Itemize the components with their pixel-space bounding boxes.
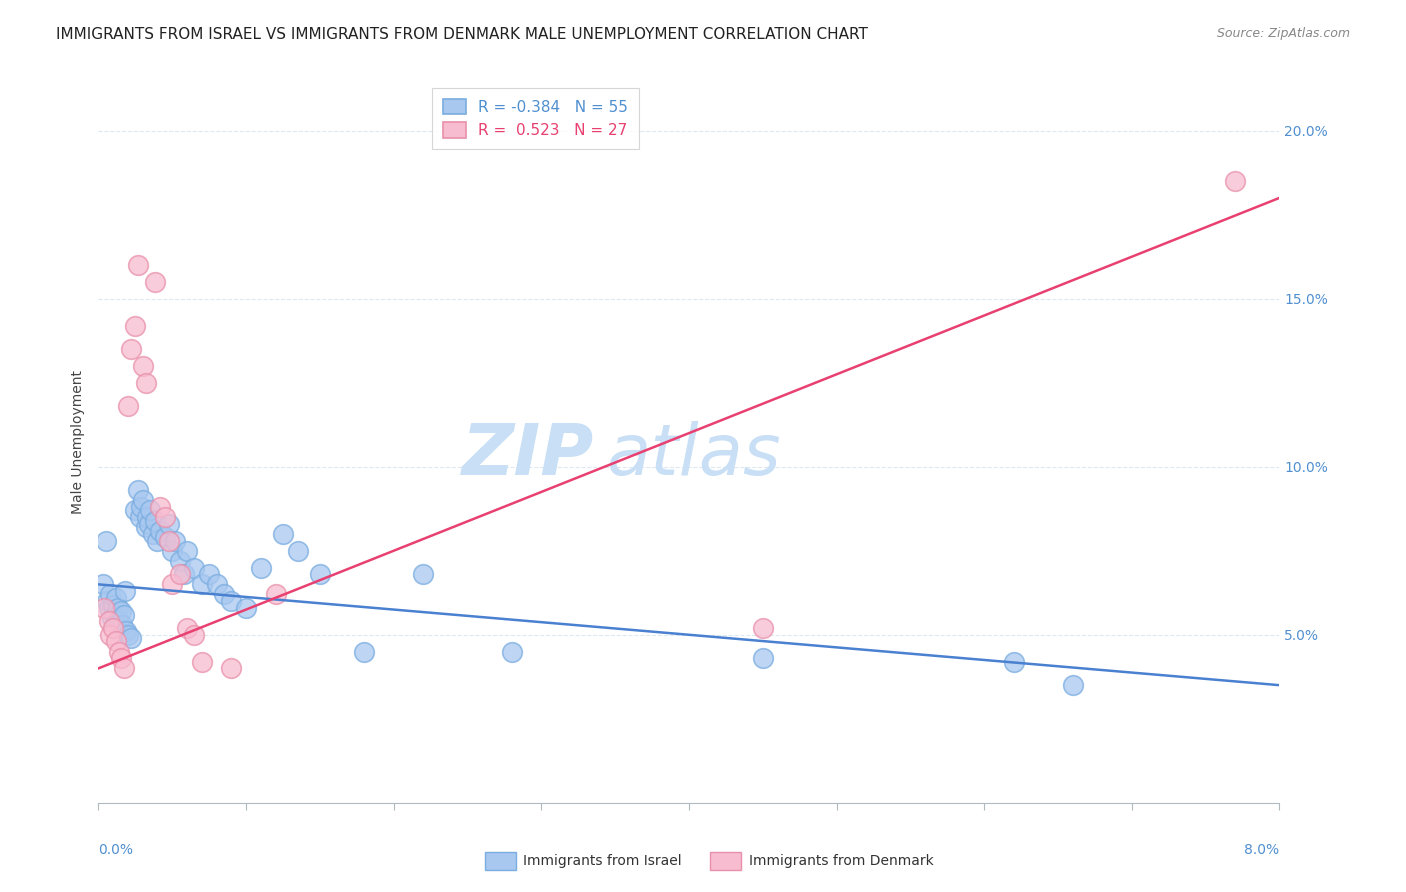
Point [94,533,117,548]
Point [752,621,775,635]
Point [191,577,214,591]
Point [183,628,205,642]
Text: IMMIGRANTS FROM ISRAEL VS IMMIGRANTS FROM DENMARK MALE UNEMPLOYMENT CORRELATION : IMMIGRANTS FROM ISRAEL VS IMMIGRANTS FRO… [56,27,868,42]
Point [221,594,243,608]
Point [501,644,523,658]
Point [212,587,235,601]
Point [107,600,129,615]
Point [110,651,132,665]
Point [117,399,139,413]
Legend: R = -0.384   N = 55, R =  0.523   N = 27: R = -0.384 N = 55, R = 0.523 N = 27 [432,88,638,149]
Point [191,655,214,669]
Point [162,543,183,558]
Point [143,275,166,289]
Point [1002,655,1025,669]
Point [176,543,198,558]
Point [98,587,121,601]
Point [112,661,135,675]
Point [146,533,169,548]
Point [98,628,121,642]
Text: ZIP: ZIP [463,422,595,491]
Point [115,624,138,639]
Point [142,527,165,541]
Text: Immigrants from Denmark: Immigrants from Denmark [749,854,934,868]
Point [103,621,125,635]
Point [97,600,120,615]
Point [752,651,775,665]
Point [309,567,332,582]
Point [120,631,142,645]
Point [124,318,146,333]
Point [127,258,149,272]
Point [135,376,157,390]
Point [100,611,122,625]
Point [127,483,149,498]
Text: 8.0%: 8.0% [1244,843,1279,856]
Point [104,607,127,622]
Point [120,342,142,356]
Point [96,594,118,608]
Point [235,600,257,615]
Point [108,644,131,658]
Y-axis label: Male Unemployment: Male Unemployment [70,369,84,514]
Point [173,567,195,582]
Point [157,533,180,548]
Point [111,617,134,632]
Point [132,493,155,508]
Point [149,500,172,514]
Point [264,587,287,601]
Point [153,510,176,524]
Point [117,628,139,642]
Point [129,500,152,514]
Point [105,634,128,648]
Text: Source: ZipAtlas.com: Source: ZipAtlas.com [1216,27,1350,40]
Point [221,661,243,675]
Point [114,584,136,599]
Point [287,543,309,558]
Point [132,359,155,373]
Point [153,530,176,544]
Point [93,600,115,615]
Point [139,503,162,517]
Point [112,607,135,622]
Point [97,615,120,629]
Point [136,510,159,524]
Point [149,524,172,538]
Point [124,503,146,517]
Point [135,520,157,534]
Text: Immigrants from Israel: Immigrants from Israel [523,854,682,868]
Point [91,577,114,591]
Point [110,604,132,618]
Point [143,514,166,528]
Point [250,560,273,574]
Text: 0.0%: 0.0% [98,843,134,856]
Point [138,516,160,531]
Text: atlas: atlas [606,422,780,491]
Point [412,567,434,582]
Point [162,577,183,591]
Point [353,644,375,658]
Point [103,598,125,612]
Point [198,567,221,582]
Point [183,560,205,574]
Point [169,567,191,582]
Point [128,510,150,524]
Point [157,516,180,531]
Point [105,591,128,605]
Point [205,577,228,591]
Point [108,615,131,629]
Point [169,554,191,568]
Point [165,533,187,548]
Point [271,527,294,541]
Point [1225,174,1247,188]
Point [176,621,198,635]
Point [1062,678,1084,692]
